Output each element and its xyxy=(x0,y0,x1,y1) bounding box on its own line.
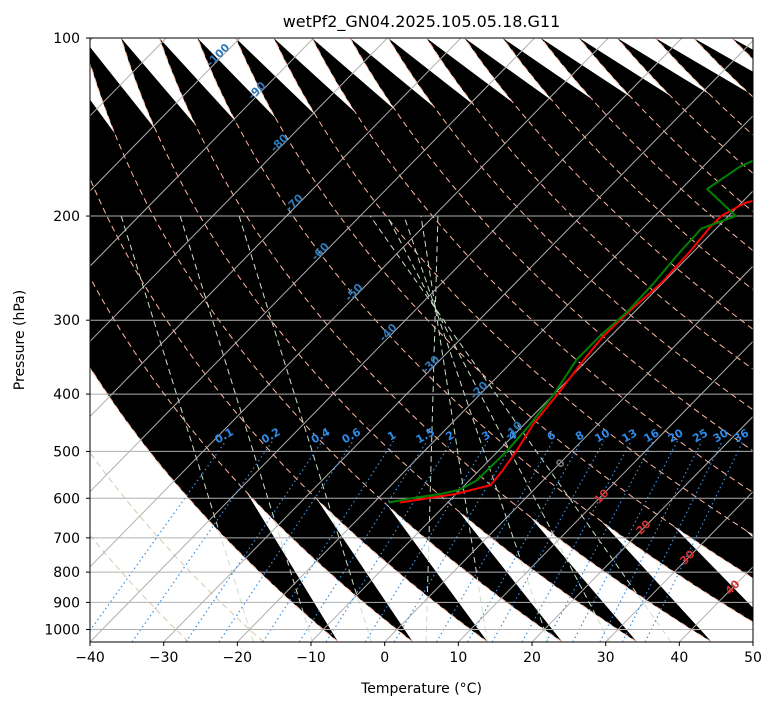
dry-adiabat-line xyxy=(540,38,753,252)
isotherm-line xyxy=(605,490,753,642)
y-tick-label: 700 xyxy=(53,531,80,547)
isotherm-line xyxy=(90,38,609,568)
dry-adiabat-line xyxy=(578,38,753,213)
y-tick-label: 400 xyxy=(53,387,80,403)
isotherm-line xyxy=(752,641,753,642)
mixing-ratio-line xyxy=(298,440,428,642)
moist-adiabat-line xyxy=(425,215,439,642)
plot-frame xyxy=(89,37,754,643)
x-tick-label: 30 xyxy=(597,650,615,666)
isotherm-line xyxy=(531,415,753,642)
moist-adiabat-line xyxy=(238,215,372,642)
y-axis-ticks: 100 200 300 400 500 600 700 800 900 1000 xyxy=(44,31,90,638)
mixing-ratio-line xyxy=(90,440,227,632)
x-tick-label: 10 xyxy=(449,650,467,666)
dry-adiabat-line xyxy=(349,38,753,452)
dry-adiabat-line xyxy=(770,38,775,642)
x-tick-label: −20 xyxy=(223,650,253,666)
mixing-ratio-line xyxy=(599,440,703,642)
moist-adiabat-line xyxy=(179,215,313,642)
y-tick-label: 600 xyxy=(53,491,80,507)
profile-line-2 xyxy=(388,159,753,504)
mixing-ratio-line xyxy=(644,440,744,642)
mixing-ratio-line xyxy=(545,440,654,642)
isotherm-line xyxy=(457,340,753,642)
mixing-ratio-line xyxy=(185,440,323,642)
x-tick-label: −10 xyxy=(296,650,326,666)
series-layer xyxy=(388,159,753,504)
y-tick-label: 100 xyxy=(53,31,80,47)
x-axis-ticks: −40 −30 −20 −10 0 10 20 30 40 50 xyxy=(75,642,762,666)
isotherm-line xyxy=(90,38,241,192)
dry-adiabat-line xyxy=(425,38,753,370)
isotherm-line xyxy=(90,38,388,343)
x-tick-label: −30 xyxy=(149,650,179,666)
y-axis-label: Pressure (hPa) xyxy=(12,290,28,390)
x-tick-label: 20 xyxy=(523,650,541,666)
x-axis-label: Temperature (°C) xyxy=(360,681,482,697)
y-tick-label: 1000 xyxy=(44,622,80,638)
mixing-ratio-line xyxy=(621,440,723,642)
mixing-ratio-line xyxy=(435,440,554,642)
chart-title: wetPf2_GN04.2025.105.05.18.G11 xyxy=(283,12,561,32)
y-tick-label: 800 xyxy=(53,565,80,581)
moist-adiabat-line xyxy=(120,215,254,642)
isotherm-line xyxy=(90,38,314,267)
y-tick-label: 200 xyxy=(53,209,80,225)
dry-adiabat-line xyxy=(731,38,753,60)
isotherm-line xyxy=(90,38,462,418)
profile-line-1 xyxy=(399,199,753,504)
mixing-ratio-line xyxy=(572,440,678,642)
isotherm-line xyxy=(163,39,753,642)
isotherm-line xyxy=(90,38,535,493)
dry-adiabat-line xyxy=(90,451,264,642)
moist-adiabat-line xyxy=(369,215,672,642)
isotherm-line xyxy=(384,265,753,642)
x-tick-label: 0 xyxy=(380,650,389,666)
isotherm-line xyxy=(310,190,753,642)
moist-adiabat-line xyxy=(386,215,611,642)
mixing-ratio-line xyxy=(364,440,489,642)
x-tick-label: 40 xyxy=(670,650,688,666)
dry-adiabat-line xyxy=(616,38,753,175)
background-lines xyxy=(90,38,775,642)
mixing-ratio-line xyxy=(393,440,515,642)
moist-adiabat-line xyxy=(403,215,549,642)
moist-adiabat-line xyxy=(420,215,488,642)
dry-adiabat-line xyxy=(693,38,753,98)
dry-adiabat-line xyxy=(387,38,753,411)
isotherm-line xyxy=(90,38,683,642)
dry-adiabat-line xyxy=(654,38,753,136)
x-tick-label: −40 xyxy=(75,650,105,666)
y-tick-label: 300 xyxy=(53,313,80,329)
y-tick-label: 900 xyxy=(53,595,80,611)
isotherm-line xyxy=(236,115,753,642)
y-tick-label: 500 xyxy=(53,444,80,460)
x-tick-label: 50 xyxy=(744,650,762,666)
mixing-ratio-line xyxy=(131,440,274,642)
dry-adiabat-line xyxy=(502,38,753,291)
